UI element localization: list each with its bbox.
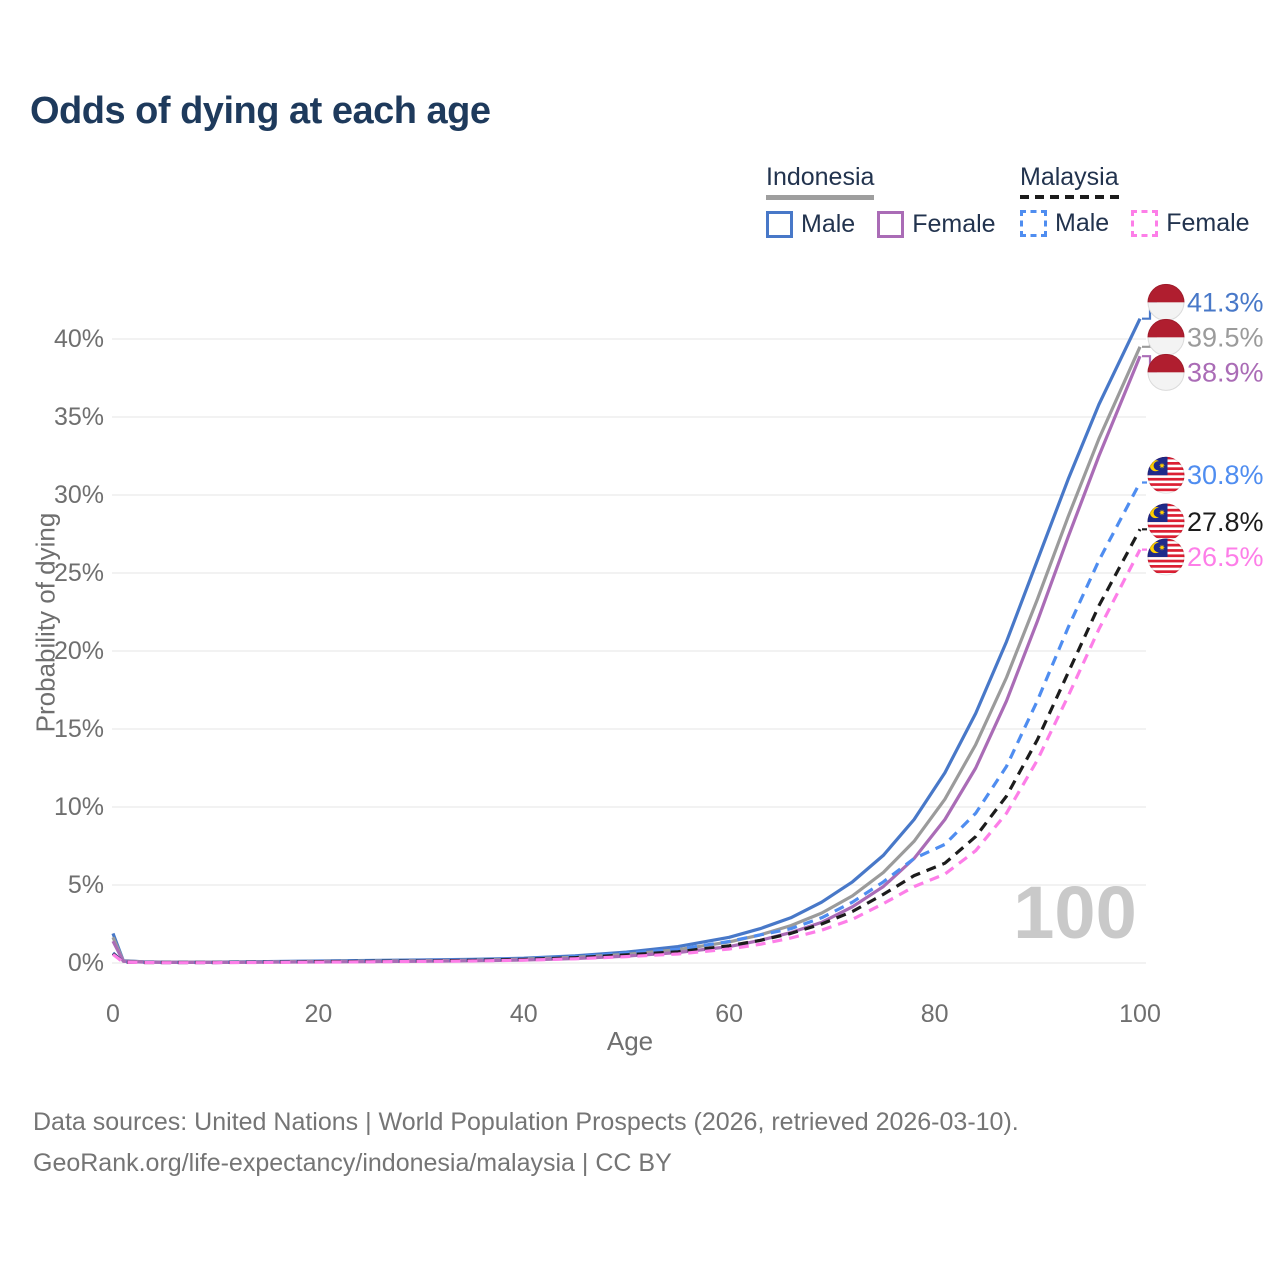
malaysia-female-swatch-icon [1131,210,1159,237]
legend-label: Male [801,210,856,238]
legend-label: Female [1166,209,1250,237]
series-line-malaysia-both-sexes[interactable] [111,528,1142,965]
footer: Data sources: United Nations | World Pop… [33,1102,1019,1184]
legend-item-indonesia-female[interactable]: Female [877,210,996,239]
y-tick-label: 0% [68,949,104,977]
page-title: Odds of dying at each age [30,90,491,132]
indonesia-flag-icon [1148,354,1185,391]
malaysia-flag-icon [1148,504,1185,541]
legend-item-indonesia-male[interactable]: Male [766,210,855,239]
y-axis-title: Probability of dying [30,512,61,733]
end-value-label-malaysia-male: 30.8% [1187,460,1264,490]
x-tick-label: 40 [510,1000,538,1028]
legend-group-malaysia: Malaysia Male Female [1020,163,1250,238]
data-sources-line: Data sources: United Nations | World Pop… [33,1108,1019,1136]
y-tick-label: 25% [54,559,104,587]
end-value-label-malaysia-both-sexes: 27.8% [1187,507,1264,537]
y-tick-label: 10% [54,793,104,821]
malaysia-line-style-swatch [1020,195,1119,199]
attribution-line: GeoRank.org/life-expectancy/indonesia/ma… [33,1149,672,1177]
indonesia-male-swatch-icon [766,211,793,238]
indonesia-female-swatch-icon [877,211,905,238]
end-value-label-indonesia-female: 38.9% [1187,357,1264,387]
x-tick-label: 60 [715,1000,743,1028]
end-labels: 41.3% 39.5% 38.9% 30.8% 27.8% 26.5% [1142,284,1264,576]
y-tick-label: 30% [54,481,104,509]
indonesia-flag-icon [1148,284,1185,321]
x-axis-title: Age [606,1026,654,1056]
x-tick-label: 20 [304,1000,332,1028]
y-tick-label: 35% [54,403,104,431]
end-value-label-indonesia-both-sexes: 39.5% [1187,322,1264,352]
legend-country-indonesia: Indonesia [766,163,875,191]
malaysia-flag-icon [1148,457,1185,494]
x-tick-label: 100 [1119,1000,1161,1028]
series-line-indonesia-female[interactable] [111,355,1142,964]
x-tick-label: 80 [921,1000,949,1028]
end-value-label-indonesia-male: 41.3% [1187,287,1264,317]
legend-item-malaysia-female[interactable]: Female [1131,209,1250,238]
y-tick-label: 5% [68,871,104,899]
legend-label: Female [912,210,996,238]
legend-group-indonesia: Indonesia Male Female [766,163,996,239]
gridlines: 0% 5% 10% 15% 20% 25% 30% 35% 40% 0 20 40 60 80 100 [54,325,1161,1028]
indonesia-line-style-swatch [766,195,875,200]
legend-item-malaysia-male[interactable]: Male [1020,209,1109,238]
hover-age-watermark: 100 [1013,871,1137,954]
x-tick-label: 0 [106,1000,120,1028]
malaysia-flag-icon [1148,539,1185,576]
legend-country-malaysia: Malaysia [1020,163,1119,191]
end-value-label-malaysia-female: 26.5% [1187,542,1264,572]
indonesia-flag-icon [1148,319,1185,356]
legend-label: Male [1055,209,1110,237]
y-tick-label: 40% [54,325,104,353]
malaysia-male-swatch-icon [1020,210,1047,237]
y-tick-label: 20% [54,637,104,665]
y-tick-label: 15% [54,715,104,743]
series-line-indonesia-male[interactable] [111,318,1142,964]
series-lines [111,318,1142,965]
